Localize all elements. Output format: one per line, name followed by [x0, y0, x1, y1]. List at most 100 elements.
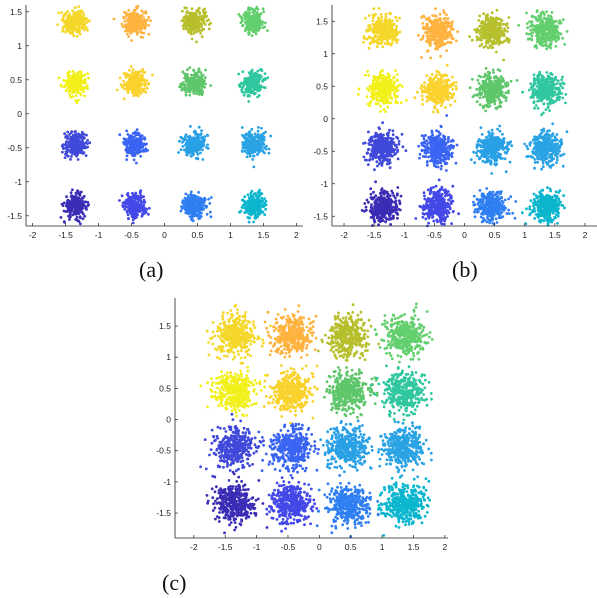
data-point: [258, 200, 262, 204]
data-point: [120, 22, 124, 26]
data-point: [147, 32, 151, 36]
data-point: [74, 94, 78, 98]
data-point: [201, 17, 205, 21]
data-point: [252, 92, 256, 96]
data-point: [72, 72, 76, 76]
data-point: [197, 67, 201, 71]
data-point: [192, 152, 195, 156]
data-point: [196, 80, 199, 83]
data-point: [367, 14, 371, 17]
panel-a-scatter: -2 -1.5 -1 -0.5 0 0.5 1 1.5 2-1.5-1-0.500.511.5: [7, 4, 303, 240]
data-point: [124, 14, 128, 18]
data-point: [185, 11, 189, 14]
data-point: [384, 153, 388, 157]
data-point: [393, 196, 397, 200]
data-point: [363, 202, 367, 205]
data-point: [397, 140, 401, 143]
data-point: [253, 30, 257, 33]
data-point: [251, 10, 255, 14]
data-point: [142, 136, 146, 140]
data-point: [65, 144, 69, 148]
data-point: [79, 201, 83, 204]
data-point: [86, 142, 89, 146]
data-point: [244, 82, 248, 85]
data-point: [187, 16, 191, 19]
data-point: [251, 85, 255, 89]
data-point: [132, 8, 136, 12]
data-point: [252, 76, 256, 80]
data-point: [112, 17, 116, 21]
data-point: [247, 16, 251, 20]
data-point: [388, 94, 392, 97]
data-point: [193, 207, 197, 210]
data-point: [77, 28, 81, 32]
data-point: [391, 88, 395, 92]
data-point: [388, 161, 392, 165]
data-point: [396, 79, 400, 82]
data-point: [141, 69, 145, 73]
data-point: [177, 151, 180, 154]
data-point: [388, 166, 392, 170]
data-point: [147, 81, 151, 85]
data-point: [190, 73, 193, 77]
data-point: [71, 188, 74, 192]
data-point: [142, 16, 146, 20]
data-point: [147, 24, 151, 27]
data-point: [250, 127, 254, 131]
data-point: [67, 78, 71, 82]
data-point: [71, 25, 74, 28]
data-point: [122, 97, 126, 101]
data-point: [83, 214, 87, 218]
data-point: [379, 110, 382, 113]
data-point: [269, 134, 273, 138]
data-point: [207, 27, 211, 31]
data-point: [209, 84, 213, 87]
data-point: [68, 93, 72, 97]
data-point: [141, 145, 145, 149]
data-point: [127, 205, 131, 209]
data-point: [136, 131, 140, 135]
data-point: [392, 209, 396, 213]
y-tick-label: 1: [17, 41, 22, 51]
data-point: [384, 220, 387, 224]
data-point: [124, 11, 128, 15]
data-point: [139, 154, 143, 158]
data-point: [398, 16, 401, 20]
data-point: [395, 135, 398, 139]
data-point: [237, 72, 241, 76]
data-point: [83, 94, 86, 98]
data-point: [394, 152, 397, 156]
data-point: [192, 214, 195, 218]
data-point: [245, 11, 249, 15]
data-point: [385, 203, 389, 206]
data-point: [188, 66, 192, 70]
data-point: [142, 142, 146, 146]
data-point: [136, 146, 140, 150]
data-point: [133, 142, 137, 145]
data-point: [364, 73, 367, 77]
data-point: [385, 95, 389, 99]
points-layer: [56, 4, 273, 226]
data-point: [249, 6, 253, 10]
data-point: [255, 84, 259, 88]
data-point: [186, 68, 189, 72]
data-point: [203, 135, 207, 139]
data-point: [246, 140, 250, 144]
data-point: [68, 209, 71, 213]
data-point: [373, 168, 376, 172]
data-point: [204, 10, 208, 14]
data-point: [366, 87, 369, 90]
data-point: [127, 9, 131, 12]
data-point: [120, 194, 124, 198]
data-point: [197, 93, 201, 96]
data-point: [378, 90, 381, 93]
data-point: [256, 211, 260, 215]
data-point: [246, 152, 250, 156]
data-point: [62, 147, 65, 151]
data-point: [257, 143, 261, 146]
data-point: [381, 159, 385, 163]
data-point: [73, 19, 76, 23]
data-point: [82, 135, 85, 139]
data-point: [70, 196, 74, 200]
data-point: [263, 72, 267, 75]
